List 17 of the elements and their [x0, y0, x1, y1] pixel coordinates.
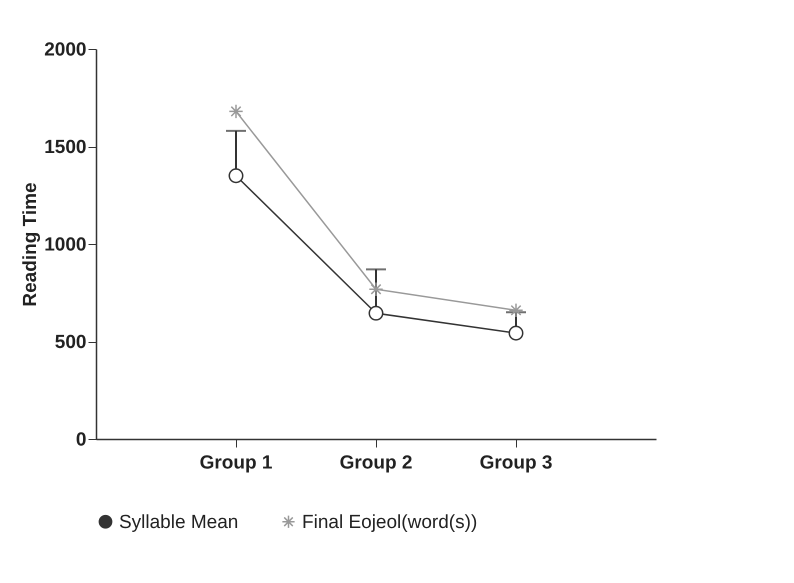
- x-tick-label: Group 2: [340, 452, 412, 474]
- y-tick-label: 1500: [44, 137, 86, 158]
- y-tick-label: 1000: [44, 234, 86, 256]
- point: [368, 282, 384, 297]
- y-axis-title: Reading Time: [20, 182, 42, 307]
- point: [368, 306, 384, 321]
- y-tick-label: 2000: [44, 40, 86, 60]
- point: [508, 302, 524, 318]
- point: [508, 326, 524, 341]
- legend-label: Final Eojeol(word(s)): [302, 512, 478, 533]
- point: [228, 168, 244, 184]
- x-tick-label: Group 1: [200, 452, 273, 474]
- y-tick-label: 0: [76, 430, 86, 450]
- y-tick-label: 500: [54, 332, 86, 353]
- legend-label: Syllable Mean: [119, 512, 238, 533]
- x-tick-label: Group 3: [480, 452, 552, 474]
- point: [228, 104, 244, 119]
